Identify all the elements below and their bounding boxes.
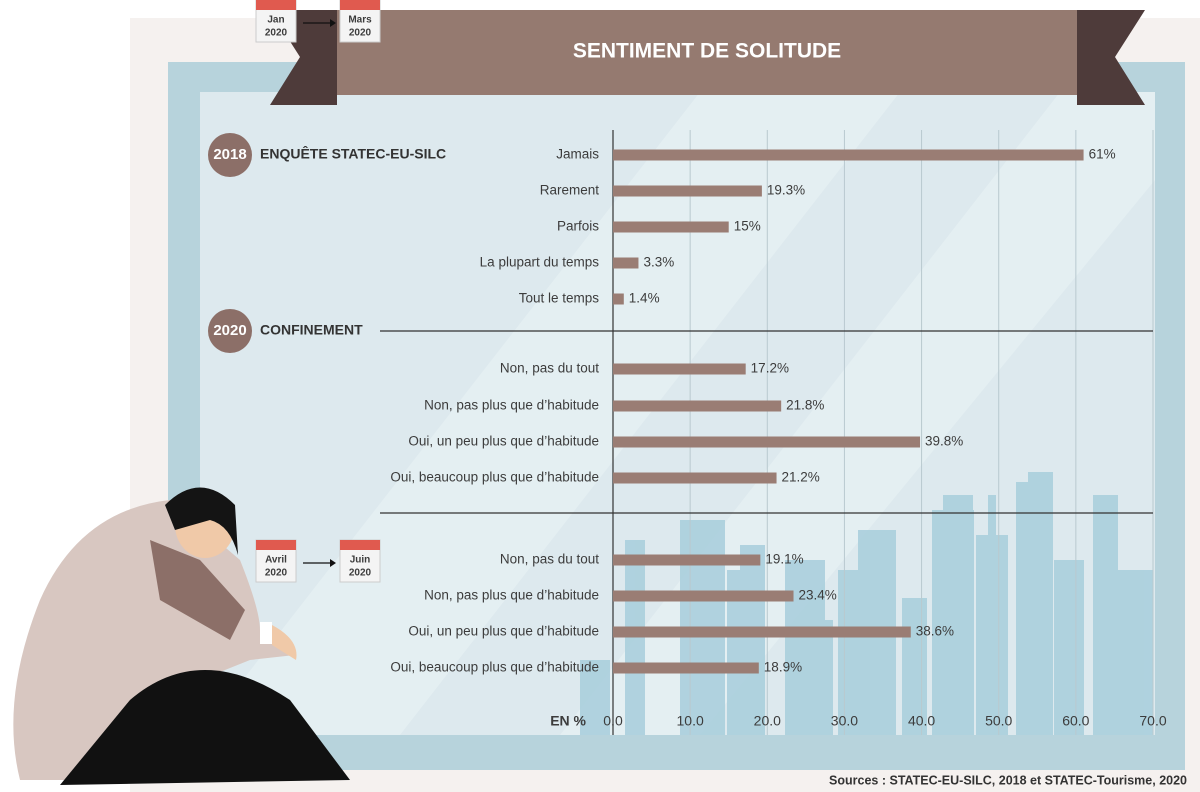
category-label: Jamais bbox=[556, 147, 599, 162]
arrow-head bbox=[330, 559, 336, 567]
year-badge bbox=[208, 133, 252, 177]
value-label: 38.6% bbox=[916, 624, 954, 639]
x-tick-label: 40.0 bbox=[908, 713, 935, 729]
calendar-year: 2020 bbox=[265, 28, 288, 39]
x-tick-label: 60.0 bbox=[1062, 713, 1089, 729]
calendar-month: Mars bbox=[348, 15, 372, 26]
x-tick-label: 50.0 bbox=[985, 713, 1012, 729]
value-label: 18.9% bbox=[764, 660, 802, 675]
x-tick-label: 20.0 bbox=[754, 713, 781, 729]
value-label: 39.8% bbox=[925, 434, 963, 449]
category-label: Non, pas plus que d’habitude bbox=[424, 398, 599, 413]
bar bbox=[613, 472, 777, 484]
bar bbox=[613, 221, 729, 233]
calendar-top bbox=[340, 540, 380, 550]
calendar-top bbox=[256, 540, 296, 550]
value-label: 15% bbox=[734, 219, 761, 234]
bar bbox=[613, 436, 921, 448]
bar bbox=[613, 257, 639, 269]
value-label: 3.3% bbox=[643, 255, 674, 270]
category-label: Tout le temps bbox=[519, 291, 600, 306]
category-label: Rarement bbox=[540, 183, 600, 198]
calendar-top bbox=[340, 0, 380, 10]
category-label: Non, pas du tout bbox=[500, 361, 599, 376]
calendar-year: 2020 bbox=[349, 568, 372, 579]
value-label: 23.4% bbox=[799, 588, 837, 603]
calendar-year: 2020 bbox=[349, 28, 372, 39]
calendar-year: 2020 bbox=[265, 568, 288, 579]
category-label: Oui, beaucoup plus que d’habitude bbox=[390, 470, 599, 485]
source: Sources : STATEC-EU-SILC, 2018 et STATEC… bbox=[829, 773, 1187, 787]
year-badge bbox=[208, 309, 252, 353]
category-label: Non, pas du tout bbox=[500, 552, 599, 567]
calendar-top bbox=[256, 0, 296, 10]
bar bbox=[613, 554, 761, 566]
calendar-month: Avril bbox=[265, 555, 287, 566]
value-label: 1.4% bbox=[629, 291, 660, 306]
person bbox=[13, 487, 350, 785]
category-label: Oui, un peu plus que d’habitude bbox=[408, 624, 599, 639]
bar bbox=[613, 590, 794, 602]
x-axis-label: EN % bbox=[550, 713, 586, 729]
category-label: Non, pas plus que d’habitude bbox=[424, 588, 599, 603]
bar bbox=[613, 149, 1084, 161]
x-tick-label: 70.0 bbox=[1139, 713, 1166, 729]
value-label: 17.2% bbox=[751, 361, 789, 376]
ribbon-end bbox=[1077, 10, 1145, 105]
value-label: 61% bbox=[1089, 147, 1116, 162]
bar bbox=[613, 293, 624, 305]
calendar-month: Juin bbox=[350, 555, 371, 566]
value-label: 19.1% bbox=[765, 552, 803, 567]
year-label: 2020 bbox=[213, 322, 246, 339]
chart-title: SENTIMENT DE SOLITUDE bbox=[573, 40, 841, 63]
bar bbox=[613, 626, 911, 638]
value-label: 21.8% bbox=[786, 398, 824, 413]
bar bbox=[613, 363, 746, 375]
bar bbox=[613, 662, 759, 674]
category-label: Parfois bbox=[557, 219, 599, 234]
category-label: Oui, un peu plus que d’habitude bbox=[408, 434, 599, 449]
arrow-head bbox=[330, 19, 336, 27]
title-banner bbox=[337, 10, 1077, 95]
value-label: 19.3% bbox=[767, 183, 805, 198]
x-tick-label: 30.0 bbox=[831, 713, 858, 729]
group-heading: CONFINEMENT bbox=[260, 322, 363, 338]
year-label: 2018 bbox=[213, 146, 246, 163]
skyline bbox=[580, 472, 1153, 735]
calendar-month: Jan bbox=[267, 15, 284, 26]
category-label: Oui, beaucoup plus que d’habitude bbox=[390, 660, 599, 675]
bar bbox=[613, 400, 782, 412]
category-label: La plupart du temps bbox=[480, 255, 600, 270]
bar bbox=[613, 185, 762, 197]
x-tick-label: 10.0 bbox=[677, 713, 704, 729]
value-label: 21.2% bbox=[782, 470, 820, 485]
group-heading: ENQUÊTE STATEC-EU-SILC bbox=[260, 145, 446, 162]
